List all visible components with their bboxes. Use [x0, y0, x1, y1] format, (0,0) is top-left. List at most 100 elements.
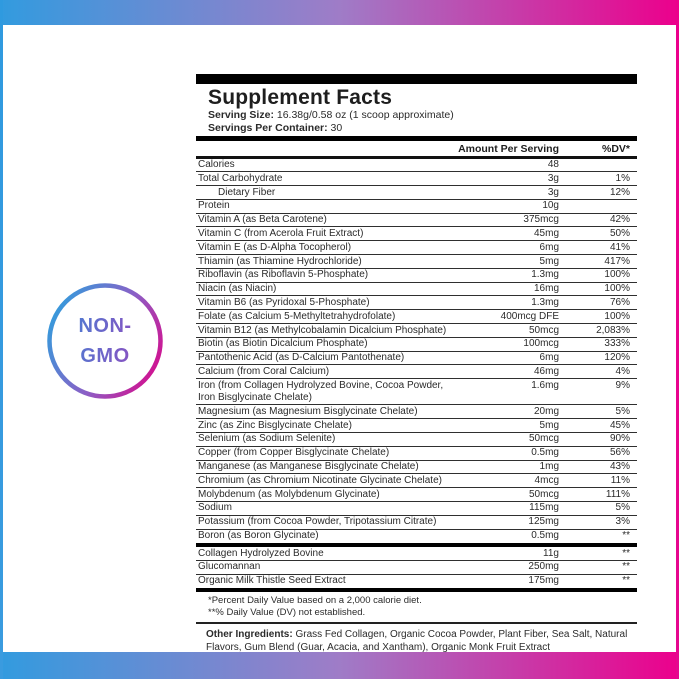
- nutrient-dv: 111%: [605, 488, 630, 500]
- nutrient-amount: 0.5mg: [531, 530, 559, 542]
- table-row: Total Carbohydrate 3g 1%: [196, 172, 637, 187]
- nutrient-dv: 3%: [615, 516, 630, 528]
- nutrient-dv: 1%: [615, 172, 630, 184]
- nutrient-dv: 43%: [609, 461, 630, 473]
- nutrient-amount: 46mg: [533, 365, 559, 377]
- nutrient-amount: 250mg: [528, 561, 559, 573]
- table-row: Vitamin B6 (as Pyridoxal 5-Phosphate) 1.3…: [196, 296, 637, 311]
- header-underline: [196, 156, 637, 159]
- nutrient-amount: 50mcg: [528, 324, 559, 336]
- table-row: Sodium 115mg 5%: [196, 502, 637, 516]
- nutrient-amount: 20mg: [533, 405, 559, 417]
- nutrient-dv: **: [622, 561, 630, 573]
- table-row: Collagen Hydrolyzed Bovine 11g **: [196, 547, 637, 561]
- table-row: Vitamin E (as D-Alpha Tocopherol) 6mg 41%: [196, 241, 637, 256]
- other-ingredients: Other Ingredients: Grass Fed Collagen, O…: [206, 628, 637, 654]
- serving-size-line: Serving Size: 16.38g/0.58 oz (1 scoop ap…: [208, 109, 637, 122]
- table-row: Pantothenic Acid (as D-Calcium Pantothen…: [196, 352, 637, 366]
- nutrient-name: Thiamin (as Thiamine Hydrochloride): [198, 255, 362, 267]
- nutrient-amount: 100mcg: [523, 338, 559, 350]
- nutrient-dv: 100%: [604, 269, 630, 281]
- nutrient-dv: **: [622, 575, 630, 587]
- nutrient-name: Copper (from Copper Bisglycinate Chelate…: [198, 447, 390, 459]
- nutrient-dv: 5%: [615, 502, 630, 514]
- nutrient-amount: 1.3mg: [531, 296, 559, 308]
- serving-size-label: Serving Size:: [208, 109, 274, 121]
- nutrient-dv: 56%: [609, 447, 630, 459]
- nutrient-name: Vitamin C (from Acerola Fruit Extract): [198, 227, 364, 239]
- table-row: Thiamin (as Thiamine Hydrochloride) 5mg 41…: [196, 255, 637, 269]
- nutrient-amount: 375mcg: [523, 214, 559, 226]
- nutrient-name: Zinc (as Zinc Bisglycinate Chelate): [198, 419, 352, 431]
- table-row: Riboflavin (as Riboflavin 5-Phosphate) 1.…: [196, 269, 637, 283]
- nutrient-dv: **: [622, 530, 630, 542]
- nutrient-amount: 6mg: [539, 241, 559, 253]
- nutrient-name: Pantothenic Acid (as D-Calcium Pantothen…: [198, 352, 405, 364]
- frame-left-edge: [0, 0, 3, 679]
- nutrient-name: Boron (as Boron Glycinate): [198, 530, 319, 542]
- nutrient-dv: 76%: [609, 296, 630, 308]
- nutrient-name: Vitamin B12 (as Methylcobalamin Dicalciu…: [198, 324, 447, 336]
- nutrient-name: Riboflavin (as Riboflavin 5-Phosphate): [198, 269, 369, 281]
- table-row: Niacin (as Niacin) 16mg 100%: [196, 283, 637, 297]
- table-row: Vitamin C (from Acerola Fruit Extract) 45…: [196, 227, 637, 242]
- nutrient-amount: 6mg: [539, 352, 559, 364]
- footnote-not-established: **% Daily Value (DV) not established.: [208, 607, 366, 619]
- nutrient-dv: **: [622, 547, 630, 559]
- footnote-divider: [196, 622, 637, 624]
- servings-per-container-line: Servings Per Container: 30: [208, 122, 637, 135]
- non-gmo-line2: GMO: [80, 345, 130, 367]
- nutrient-name: Calories: [198, 159, 235, 170]
- nutrient-dv: 50%: [609, 227, 630, 239]
- nutrient-amount: 1.6mg: [531, 379, 559, 391]
- table-row: Zinc (as Zinc Bisglycinate Chelate) 5mg 45…: [196, 419, 637, 433]
- nutrient-dv: 100%: [604, 283, 630, 295]
- nutrient-amount: 5mg: [539, 419, 559, 431]
- nutrient-rows: Calories 48 Total Carbohydrate 3g 1% Dietary …: [196, 159, 637, 544]
- nutrient-dv: 4%: [615, 365, 630, 377]
- table-row: Iron (from Collagen Hydrolyzed Bovine, C…: [196, 379, 637, 406]
- supplement-facts-panel: Supplement Facts Serving Size: 16.38g/0.…: [196, 74, 637, 654]
- nutrient-dv: 5%: [615, 405, 630, 417]
- nutrient-name: Vitamin E (as D-Alpha Tocopherol): [198, 241, 352, 253]
- nutrient-name: Organic Milk Thistle Seed Extract: [198, 575, 346, 587]
- table-row: Vitamin B12 (as Methylcobalamin Dicalciu…: [196, 324, 637, 338]
- divider-thick: [196, 543, 637, 548]
- nutrient-amount: 50mcg: [528, 488, 559, 500]
- nutrient-name: Total Carbohydrate: [198, 172, 283, 184]
- table-row: Protein 10g: [196, 200, 637, 214]
- table-row: Glucomannan 250mg **: [196, 561, 637, 575]
- table-row: Folate (as Calcium 5-Methyltetrahydrofol…: [196, 310, 637, 325]
- nutrient-name: Collagen Hydrolyzed Bovine: [198, 547, 324, 559]
- nutrient-name: Vitamin A (as Beta Carotene): [198, 214, 327, 226]
- nutrient-amount: 3g: [547, 186, 559, 198]
- nutrient-amount: 3g: [547, 172, 559, 184]
- other-ingredients-text: Grass Fed Collagen, Organic Cocoa Powder…: [206, 628, 628, 653]
- table-row: Calcium (from Coral Calcium) 46mg 4%: [196, 365, 637, 380]
- nutrient-name: Sodium: [198, 502, 232, 514]
- nutrient-name: Selenium (as Sodium Selenite): [198, 433, 336, 445]
- nutrient-amount: 45mg: [533, 227, 559, 239]
- nutrient-name: Calcium (from Coral Calcium): [198, 365, 330, 377]
- nutrient-amount: 16mg: [533, 283, 559, 295]
- non-gmo-badge: NON- GMO: [46, 282, 164, 400]
- nutrient-name: Manganese (as Manganese Bisglycinate Che…: [198, 461, 419, 473]
- table-row: Organic Milk Thistle Seed Extract 175mg **: [196, 575, 637, 589]
- nutrient-amount: 175mg: [528, 575, 559, 587]
- nutrient-dv: 100%: [604, 310, 630, 322]
- table-row: Potassium (from Cocoa Powder, Tripotassi…: [196, 516, 637, 530]
- table-row: Molybdenum (as Molybdenum Glycinate) 50mc…: [196, 488, 637, 502]
- non-gmo-ring-icon: [47, 283, 163, 399]
- footnote-dv: *Percent Daily Value based on a 2,000 ca…: [208, 595, 422, 607]
- nutrient-name: Dietary Fiber: [218, 186, 276, 198]
- non-gmo-label: NON- GMO: [46, 282, 164, 400]
- nutrient-amount: 5mg: [539, 255, 559, 267]
- panel-top-black-bar: [196, 74, 637, 84]
- other-ingredients-label: Other Ingredients:: [206, 628, 293, 640]
- table-row: Manganese (as Manganese Bisglycinate Che…: [196, 461, 637, 475]
- frame-bottom-gradient-bar: [0, 652, 679, 679]
- header-amount-per-serving: Amount Per Serving: [458, 142, 559, 155]
- nutrient-amount: 125mg: [528, 516, 559, 528]
- servings-label: Servings Per Container:: [208, 121, 328, 134]
